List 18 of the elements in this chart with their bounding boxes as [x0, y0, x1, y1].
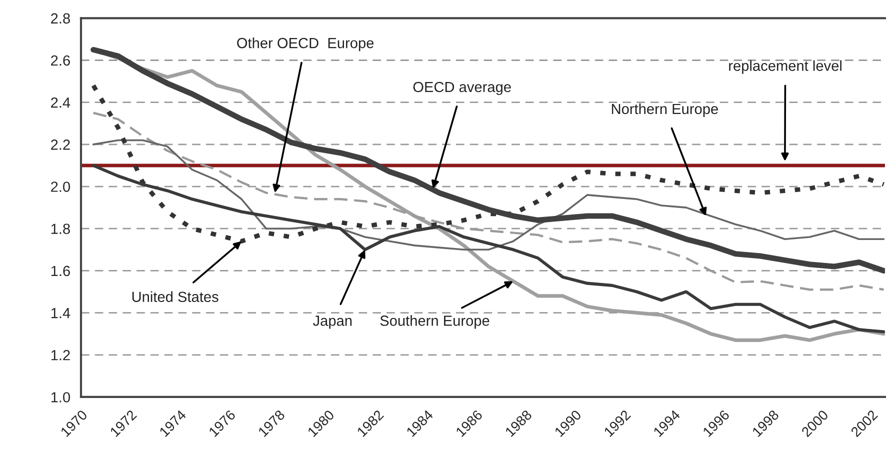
y-tick-label: 1.0 — [51, 392, 70, 402]
annotation: United States — [132, 291, 218, 302]
y-tick-label: 1.6 — [51, 266, 70, 276]
annotation: Northern Europe — [612, 103, 718, 118]
annotation: Other OECD Europe — [237, 38, 374, 52]
y-tick-label: 2.8 — [51, 13, 70, 24]
annotation: replacement level — [729, 60, 842, 74]
y-tick-label: 2.0 — [51, 182, 70, 192]
y-tick-label: 2.4 — [51, 97, 70, 108]
y-tick-label: 1.4 — [51, 308, 70, 318]
line-series — [92, 139, 885, 251]
annotation: Japan — [313, 316, 352, 329]
annotation: Southern Europe — [380, 315, 490, 329]
y-tick-label: 2.2 — [51, 140, 70, 150]
y-tick-label: 1.2 — [51, 350, 70, 360]
annotation: OECD average — [413, 82, 511, 96]
y-tick-label: 1.8 — [51, 224, 70, 234]
y-tick-label: 2.6 — [51, 55, 70, 66]
